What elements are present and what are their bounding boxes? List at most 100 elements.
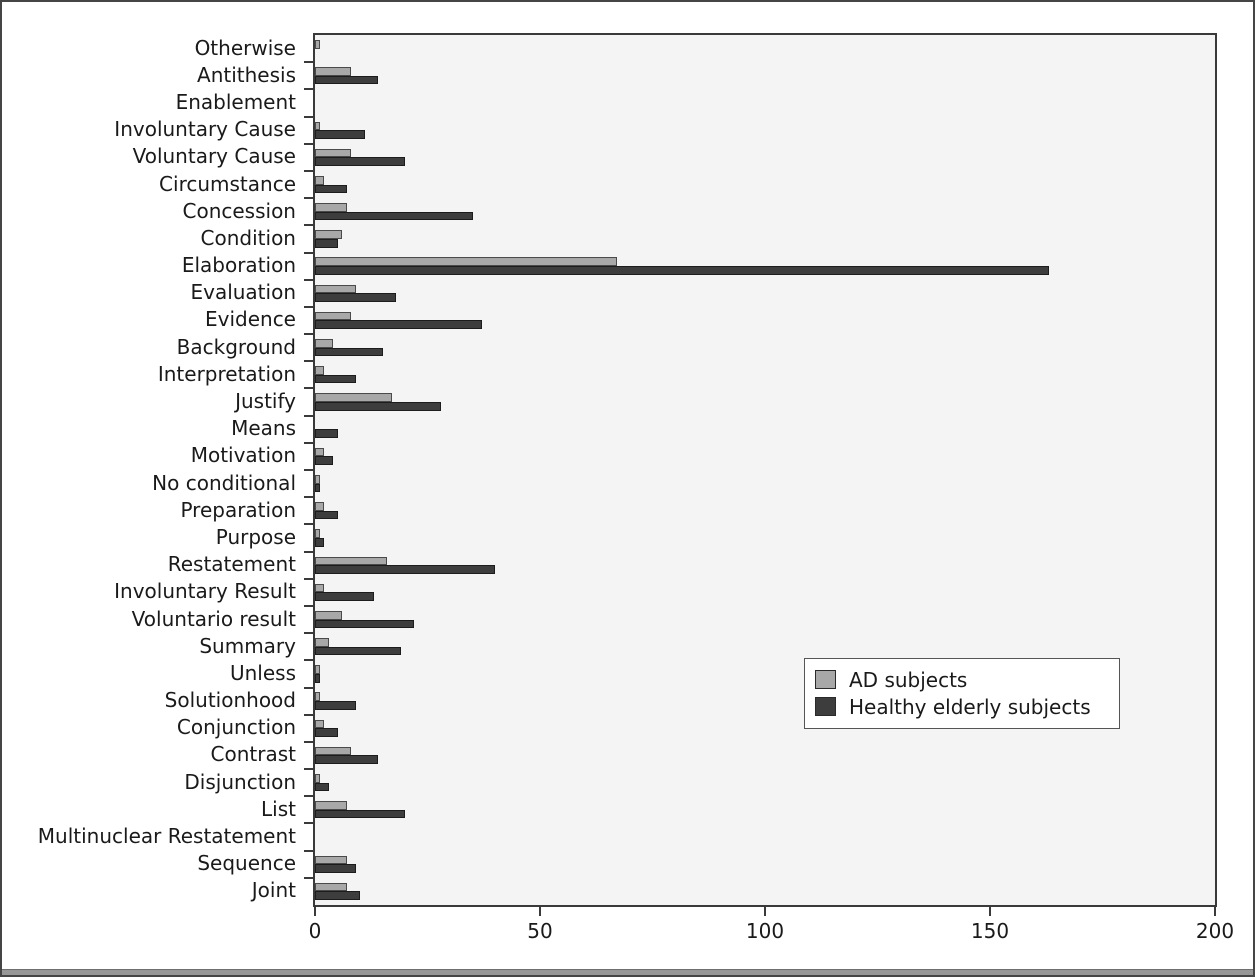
y-axis-tick xyxy=(304,849,313,852)
y-axis-tick xyxy=(304,876,313,879)
bar-ad-restatement xyxy=(315,556,387,566)
plot-area: Otherwise Antithesis Enablement Involuntary… xyxy=(38,33,1234,943)
y-axis-label: Antithesis xyxy=(197,62,296,87)
bar-ad-unless xyxy=(315,665,320,674)
bar-ad-summary xyxy=(315,638,329,647)
y-axis-label: Circumstance xyxy=(159,171,296,196)
y-axis-tick xyxy=(304,632,313,635)
bar-healthy-means xyxy=(315,429,338,438)
bar-ad-circumstance xyxy=(315,175,324,185)
bar-healthy-antithesis xyxy=(315,75,378,85)
y-axis-label: Sequence xyxy=(197,851,296,876)
legend-entry: AD subjects xyxy=(815,666,1109,693)
y-axis-label: Elaboration xyxy=(181,253,296,278)
y-axis-label: Solutionhood xyxy=(164,688,296,713)
y-axis-tick xyxy=(304,740,313,743)
bar-healthy-voluntario-result xyxy=(315,619,414,629)
legend-label: AD subjects xyxy=(849,667,968,692)
bar-ad-sequence xyxy=(315,855,347,865)
bar-ad-evaluation xyxy=(315,284,356,294)
y-axis-label: Involuntary Result xyxy=(114,579,296,604)
y-axis-tick xyxy=(304,169,313,172)
y-axis-tick xyxy=(304,142,313,145)
y-axis-tick xyxy=(304,441,313,444)
bar-healthy-involuntary-cause xyxy=(315,130,365,139)
y-axis-label: Conjunction xyxy=(176,715,296,740)
bar-ad-background xyxy=(315,339,333,348)
y-axis-label: Voluntary Cause xyxy=(132,144,296,169)
bar-healthy-evaluation xyxy=(315,293,396,302)
bar-ad-joint xyxy=(315,882,347,892)
y-axis-tick xyxy=(304,659,313,662)
x-axis-tick xyxy=(1214,907,1216,916)
y-axis-tick xyxy=(304,278,313,281)
y-axis-tick xyxy=(304,224,313,227)
y-axis-tick xyxy=(304,822,313,825)
y-axis-tick xyxy=(304,360,313,363)
y-axis-label: No conditional xyxy=(152,470,296,495)
y-axis-tick xyxy=(304,795,313,798)
x-axis-tick-label: 100 xyxy=(745,919,785,943)
x-axis-tick xyxy=(314,907,316,916)
x-axis-tick xyxy=(764,907,766,916)
x-axis-tick xyxy=(539,907,541,916)
bar-healthy-disjunction xyxy=(315,782,329,792)
y-axis-label: Concession xyxy=(182,198,297,223)
bar-ad-otherwise xyxy=(315,39,320,49)
y-axis-label: Disjunction xyxy=(184,769,296,794)
bar-ad-voluntary-cause xyxy=(315,148,351,158)
bar-ad-conjunction xyxy=(315,719,324,729)
bar-healthy-justify xyxy=(315,402,441,411)
bar-ad-contrast xyxy=(315,746,351,756)
bar-ad-antithesis xyxy=(315,67,351,76)
bar-healthy-background xyxy=(315,347,383,357)
y-axis-label: Restatement xyxy=(167,552,296,577)
y-axis-tick xyxy=(304,251,313,254)
y-axis-tick xyxy=(304,88,313,91)
y-axis-tick xyxy=(304,61,313,64)
bar-ad-justify xyxy=(315,393,392,403)
y-axis-label: Multinuclear Restatement xyxy=(37,824,296,849)
y-axis-tick xyxy=(304,115,313,118)
y-axis-label: Evaluation xyxy=(190,280,296,305)
y-axis-label: Voluntario result xyxy=(131,606,296,631)
y-axis-label: Condition xyxy=(200,225,296,250)
figure-bottom-edge xyxy=(2,969,1253,975)
x-axis-tick-label: 150 xyxy=(970,919,1010,943)
bar-healthy-restatement xyxy=(315,565,495,574)
bar-healthy-no-conditional xyxy=(315,483,320,493)
bar-ad-solutionhood xyxy=(315,692,320,702)
x-axis-tick-label: 50 xyxy=(527,919,553,943)
bar-healthy-purpose xyxy=(315,537,324,547)
bar-healthy-evidence xyxy=(315,320,482,330)
bar-ad-concession xyxy=(315,203,347,212)
y-axis-tick xyxy=(304,604,313,607)
y-axis-label: Means xyxy=(231,416,296,441)
y-axis-tick xyxy=(304,414,313,417)
legend: AD subjects Healthy elderly subjects xyxy=(804,658,1120,729)
y-axis-tick xyxy=(304,469,313,471)
y-axis-tick xyxy=(304,577,313,580)
y-axis-label: List xyxy=(261,796,296,821)
bar-ad-preparation xyxy=(315,502,324,511)
y-axis-label: Evidence xyxy=(204,307,296,332)
bar-ad-involuntary-result xyxy=(315,583,324,593)
bar-healthy-interpretation xyxy=(315,374,356,384)
x-axis-tick xyxy=(989,907,991,916)
y-axis-label: Justify xyxy=(235,389,296,414)
bar-healthy-elaboration xyxy=(315,266,1049,275)
y-axis-label: Purpose xyxy=(215,524,296,549)
y-axis-label: Joint xyxy=(251,878,296,903)
bar-healthy-motivation xyxy=(315,456,333,465)
y-axis-tick xyxy=(304,713,313,716)
bar-healthy-list xyxy=(315,809,405,819)
legend-entry: Healthy elderly subjects xyxy=(815,693,1109,720)
bar-healthy-sequence xyxy=(315,864,356,873)
y-axis-tick xyxy=(304,387,313,390)
legend-swatch-ad xyxy=(815,670,836,689)
legend-swatch-healthy xyxy=(815,697,836,716)
bar-ad-list xyxy=(315,801,347,810)
x-axis-tick-label: 200 xyxy=(1195,919,1235,943)
y-axis-tick xyxy=(304,686,313,689)
bar-healthy-solutionhood xyxy=(315,701,356,710)
